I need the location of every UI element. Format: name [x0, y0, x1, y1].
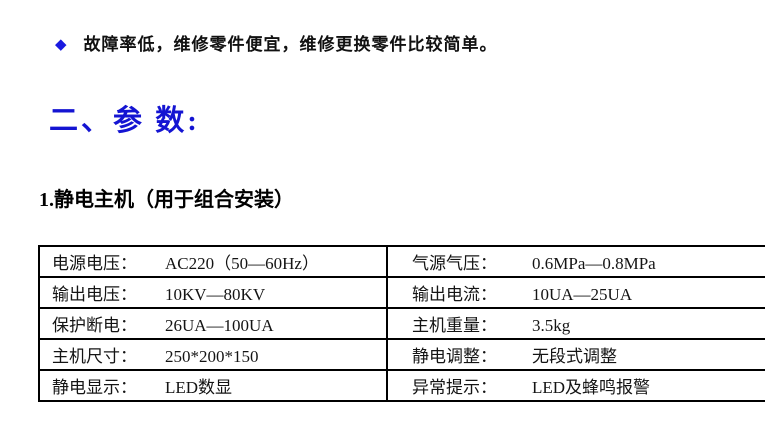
- cell-label: 静电调整：: [412, 347, 497, 366]
- cell-label: 保护断电：: [52, 316, 137, 335]
- diamond-bullet-icon: ◆: [55, 37, 68, 53]
- spec-table-body: 电源电压： AC220（50—60Hz） 气源气压： 0.6MPa—0.8MPa 输出电…: [38, 245, 765, 402]
- table-cell: 静电调整： 无段式调整: [386, 338, 765, 371]
- table-cell: 静电显示： LED数显: [38, 369, 388, 402]
- table-cell: 主机尺寸： 250*200*150: [38, 338, 388, 371]
- cell-value: 10UA—25UA: [532, 285, 633, 304]
- table-cell: 保护断电： 26UA—100UA: [38, 307, 388, 340]
- cell-value: LED及蜂鸣报警: [532, 378, 651, 397]
- bullet-text: 故障率低，维修零件便宜，维修更换零件比较简单。: [83, 35, 498, 54]
- table-cell: 主机重量： 3.5kg: [386, 307, 765, 340]
- table-row: 主机尺寸： 250*200*150 静电调整： 无段式调整: [38, 338, 765, 371]
- bullet-item: ◆ 故障率低，维修零件便宜，维修更换零件比较简单。: [55, 30, 498, 55]
- subsection-heading: 1.静电主机（用于组合安装）: [39, 189, 294, 211]
- cell-label: 主机重量：: [412, 316, 497, 335]
- cell-value: 无段式调整: [532, 347, 617, 366]
- cell-label: 输出电压：: [52, 285, 137, 304]
- table-row: 输出电压： 10KV—80KV 输出电流： 10UA—25UA: [38, 276, 765, 309]
- table-cell: 气源气压： 0.6MPa—0.8MPa: [386, 245, 765, 278]
- cell-value: 250*200*150: [165, 347, 259, 366]
- cell-label: 主机尺寸：: [52, 347, 137, 366]
- cell-value: 3.5kg: [532, 316, 571, 335]
- cell-value: 10KV—80KV: [165, 285, 266, 304]
- table-cell: 输出电压： 10KV—80KV: [38, 276, 388, 309]
- cell-label: 输出电流：: [412, 285, 497, 304]
- table-cell: 异常提示： LED及蜂鸣报警: [386, 369, 765, 402]
- cell-value: AC220（50—60Hz）: [165, 254, 319, 273]
- cell-label: 异常提示：: [412, 378, 497, 397]
- table-cell: 电源电压： AC220（50—60Hz）: [38, 245, 388, 278]
- cell-value: LED数显: [165, 378, 233, 397]
- cell-label: 静电显示：: [52, 378, 137, 397]
- cell-value: 0.6MPa—0.8MPa: [532, 254, 656, 273]
- table-row: 保护断电： 26UA—100UA 主机重量： 3.5kg: [38, 307, 765, 340]
- table-row: 电源电压： AC220（50—60Hz） 气源气压： 0.6MPa—0.8MPa: [38, 245, 765, 278]
- table-cell: 输出电流： 10UA—25UA: [386, 276, 765, 309]
- cell-value: 26UA—100UA: [165, 316, 274, 335]
- cell-label: 气源气压：: [412, 254, 497, 273]
- cell-label: 电源电压：: [52, 254, 137, 273]
- table-row: 静电显示： LED数显 异常提示： LED及蜂鸣报警: [38, 369, 765, 402]
- section-heading: 二、参 数:: [49, 105, 200, 137]
- spec-table: 电源电压： AC220（50—60Hz） 气源气压： 0.6MPa—0.8MPa 输出电…: [38, 245, 765, 402]
